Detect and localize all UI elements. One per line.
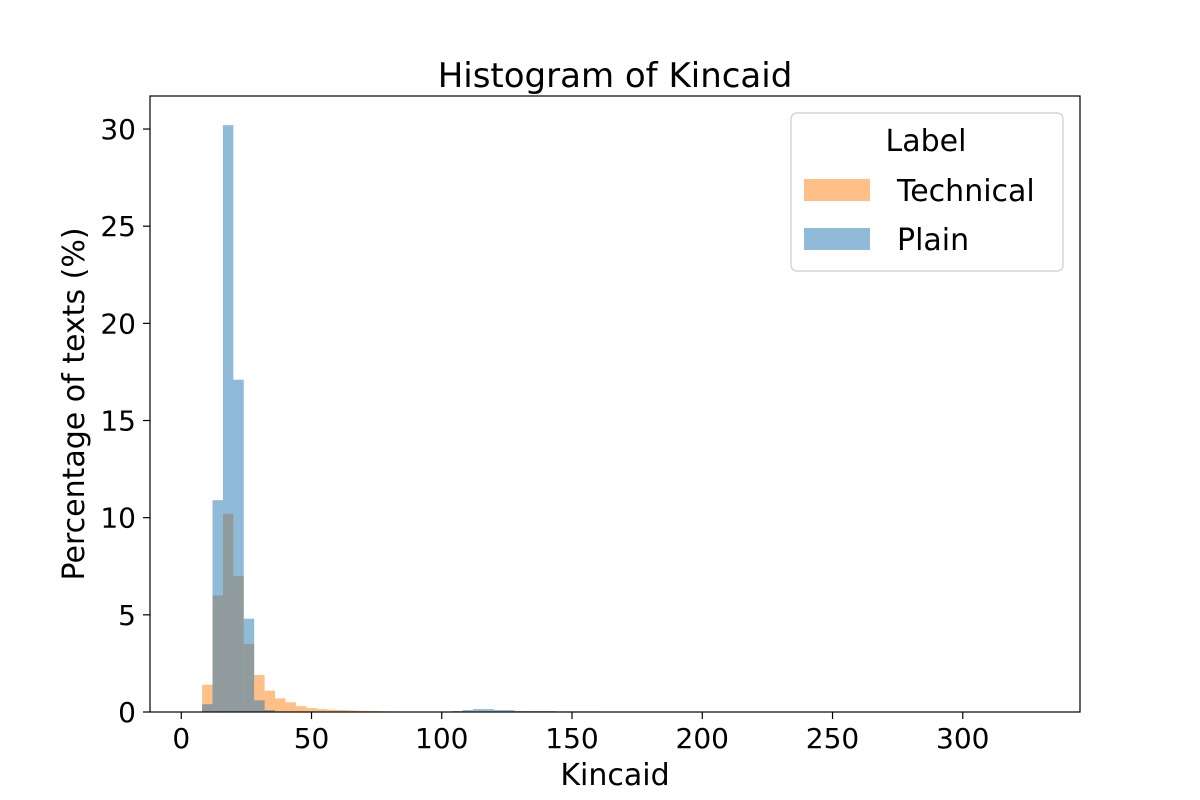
bar-plain-12: [212, 500, 223, 712]
y-axis-ticks: 0 5 10 15 20 25 30: [100, 113, 150, 729]
bar-technical-44: [295, 706, 307, 712]
x-tick-label: 50: [294, 722, 330, 755]
x-tick-label: 250: [806, 722, 859, 755]
bar-technical-36: [275, 698, 286, 712]
bar-technical-52: [316, 709, 328, 712]
bar-plain-20: [233, 379, 244, 712]
plot-frame: [149, 95, 1081, 713]
bar-technical-40: [285, 702, 296, 712]
bar-plain-116: [483, 709, 494, 712]
y-tick-label: 20: [100, 307, 136, 340]
legend-swatch-plain: [804, 228, 870, 250]
bar-technical-8: [202, 684, 213, 712]
bar-plain-124: [504, 710, 515, 712]
y-axis-title: Percentage of texts (%): [57, 227, 92, 580]
bar-plain-16: [222, 125, 234, 712]
legend-swatch-technical: [804, 179, 870, 201]
legend-label-plain: Plain: [897, 223, 969, 258]
x-tick-label: 200: [676, 722, 729, 755]
bar-plain-8: [202, 704, 213, 712]
bar-plain-112: [473, 709, 484, 712]
bar-technical-64: [347, 710, 359, 712]
legend-label-technical: Technical: [896, 174, 1035, 209]
x-axis-title: Kincaid: [560, 758, 669, 793]
y-tick-label: 15: [100, 405, 136, 438]
bar-technical-56: [327, 709, 338, 712]
bar-technical-28: [254, 675, 265, 712]
bar-plain-108: [462, 710, 474, 712]
x-tick-label: 300: [936, 722, 989, 755]
y-tick-label: 25: [100, 210, 136, 243]
bar-technical-32: [264, 690, 276, 712]
bar-plain-28: [254, 700, 265, 712]
y-tick-label: 30: [100, 113, 136, 146]
bar-plain-32: [264, 710, 276, 712]
bar-technical-48: [306, 708, 317, 712]
y-tick-label: 5: [118, 599, 136, 632]
bar-technical-60: [337, 710, 348, 712]
plot-bars: [202, 125, 599, 712]
x-tick-label: 150: [545, 722, 598, 755]
x-tick-label: 100: [415, 722, 468, 755]
y-tick-label: 0: [118, 696, 136, 729]
y-tick-label: 10: [100, 502, 136, 535]
chart-title: Histogram of Kincaid: [438, 56, 793, 96]
legend: Label Technical Plain: [790, 112, 1064, 272]
bar-plain-120: [493, 710, 505, 712]
bar-plain-24: [243, 618, 255, 712]
x-axis-ticks: 0 50 100 150 200 250 300: [172, 712, 989, 755]
x-tick-label: 0: [172, 722, 190, 755]
legend-title: Label: [886, 124, 967, 159]
